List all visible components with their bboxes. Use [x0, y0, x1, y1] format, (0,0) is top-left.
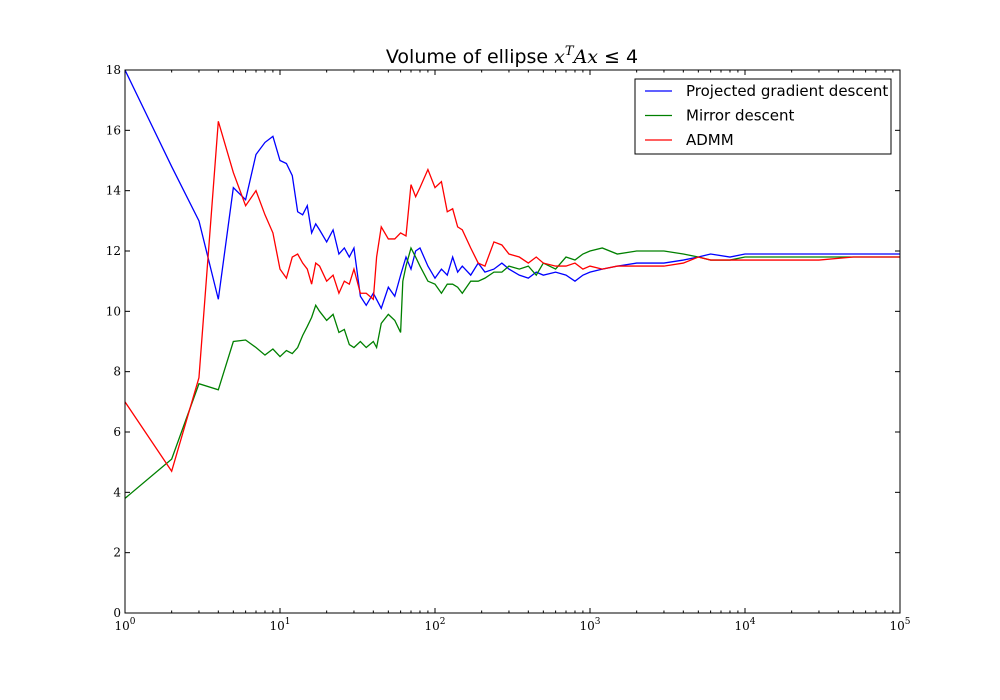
y-tick-label-7: 14	[106, 184, 122, 198]
legend-box	[634, 78, 892, 155]
x-tick-label-3: 103	[579, 617, 600, 633]
x-tick-label-2: 102	[424, 617, 445, 633]
x-tick-label-5: 105	[889, 617, 910, 633]
legend-label-0: Projected gradient descent	[686, 82, 888, 100]
x-tick-label-1: 101	[269, 617, 290, 633]
y-tick-label-6: 12	[106, 244, 121, 258]
y-tick-label-3: 6	[113, 425, 121, 439]
series-line-2	[124, 121, 900, 473]
series-line-0	[124, 69, 900, 310]
x-tick-label-0: 100	[114, 617, 135, 633]
ticks-layer: 0 2 4 6 8 10 12 14 16 18 100 101 102 103 104 105	[106, 63, 911, 633]
legend: Projected gradient descent Mirror descent…	[634, 78, 892, 155]
y-tick-label-5: 10	[106, 304, 121, 318]
y-tick-label-8: 16	[106, 123, 121, 137]
series-line-1	[124, 246, 900, 499]
y-tick-label-9: 18	[106, 63, 121, 77]
series-layer	[124, 69, 900, 499]
chart-title: Volume of ellipse xTAx ≤ 4	[386, 44, 638, 68]
plot-frame	[124, 69, 901, 614]
y-tick-label-4: 8	[113, 365, 121, 379]
x-tick-label-4: 104	[734, 617, 755, 633]
y-tick-label-1: 2	[113, 546, 121, 560]
legend-label-2: ADMM	[686, 131, 734, 149]
y-tick-label-0: 0	[113, 606, 121, 620]
legend-label-1: Mirror descent	[686, 107, 795, 125]
y-tick-label-2: 4	[113, 485, 121, 499]
